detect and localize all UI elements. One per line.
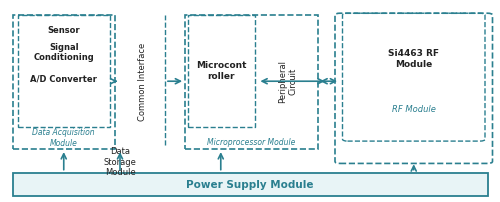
Text: Signal
Conditioning: Signal Conditioning	[34, 43, 94, 62]
Text: Data
Storage
Module: Data Storage Module	[104, 147, 136, 176]
Text: Common Interface: Common Interface	[138, 43, 147, 121]
Text: Peripheral
Circuit: Peripheral Circuit	[278, 59, 297, 102]
Text: Microprocessor Module: Microprocessor Module	[207, 137, 296, 146]
Text: Si4463 RF
Module: Si4463 RF Module	[388, 49, 440, 68]
Text: Sensor: Sensor	[48, 26, 80, 35]
Text: Power Supply Module: Power Supply Module	[186, 179, 314, 189]
Text: A/D Converter: A/D Converter	[30, 74, 97, 83]
FancyBboxPatch shape	[12, 173, 488, 196]
Text: RF Module: RF Module	[392, 105, 436, 114]
Text: Data Acquisition
Module: Data Acquisition Module	[32, 128, 95, 147]
Text: Microcont
roller: Microcont roller	[196, 61, 247, 80]
